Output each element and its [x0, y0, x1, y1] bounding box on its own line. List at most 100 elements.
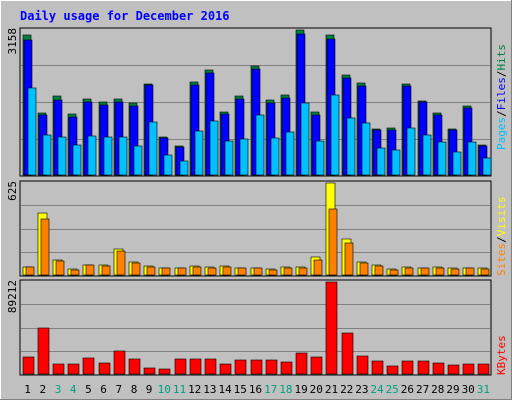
legend-text: Pages [495, 117, 508, 150]
legend-text: Hits [495, 44, 508, 71]
bar-pages-day-2 [42, 134, 52, 176]
legend-text: Files [495, 77, 508, 110]
legend-text: / [495, 236, 508, 243]
bar-kbytes-day-25 [386, 365, 399, 375]
bar-kbytes-day-3 [52, 363, 65, 375]
bar-pages-day-22 [346, 117, 356, 176]
bar-sites-day-6 [101, 265, 111, 276]
bar-pages-day-31 [482, 157, 492, 176]
bar-kbytes-day-12 [189, 358, 202, 375]
bar-pages-day-14 [224, 140, 234, 176]
bar-kbytes-day-9 [143, 367, 156, 375]
bar-sites-day-27 [420, 267, 430, 276]
x-tick-label: 15 [234, 383, 247, 396]
bar-sites-day-23 [359, 262, 369, 276]
bar-sites-day-10 [161, 267, 171, 276]
bar-sites-day-7 [116, 250, 126, 276]
bar-sites-day-26 [404, 267, 414, 276]
bar-sites-day-1 [25, 266, 35, 276]
x-tick-label: 19 [294, 383, 307, 396]
x-axis-labels: 1 2 3 4 5 6 7 8 9 10 11 12 13 14 15 16 17 18 19 20 21 22 23 24 2… [24, 383, 490, 396]
bar-sites-day-20 [313, 259, 323, 276]
x-tick-label: 28 [431, 383, 444, 396]
bar-pages-day-15 [239, 138, 249, 176]
bar-pages-day-1 [27, 87, 37, 176]
bar-sites-day-24 [374, 265, 384, 276]
bar-sites-day-28 [435, 267, 445, 276]
bar-pages-day-20 [315, 140, 325, 176]
bar-kbytes-day-29 [447, 364, 460, 375]
bar-sites-day-19 [298, 267, 308, 276]
bar-pages-day-11 [179, 160, 189, 176]
bar-sites-day-9 [146, 266, 156, 276]
x-tick-label: 13 [203, 383, 216, 396]
x-tick-label: 23 [355, 383, 368, 396]
bar-pages-day-25 [391, 149, 401, 176]
bar-kbytes-day-27 [417, 360, 430, 375]
legend-text: Visits [495, 197, 508, 237]
bar-pages-day-12 [194, 130, 204, 176]
bar-pages-day-9 [148, 121, 158, 176]
x-tick-label: 3 [55, 383, 62, 396]
bar-kbytes-day-7 [113, 350, 126, 375]
bar-sites-day-16 [253, 267, 263, 276]
bar-pages-day-13 [209, 120, 219, 176]
bar-kbytes-day-1 [22, 356, 35, 375]
bars [22, 29, 492, 375]
bar-pages-day-24 [376, 147, 386, 176]
bar-pages-day-27 [422, 134, 432, 176]
x-tick-label: 27 [416, 383, 429, 396]
bar-kbytes-day-14 [219, 363, 232, 375]
x-tick-label: 24 [370, 383, 384, 396]
bar-sites-day-15 [237, 267, 247, 276]
right-label-bottom: KBytes [495, 335, 508, 375]
bar-kbytes-day-15 [234, 359, 247, 375]
bar-kbytes-day-5 [82, 357, 95, 375]
x-tick-label: 14 [218, 383, 232, 396]
bar-pages-day-5 [87, 135, 97, 176]
x-tick-label: 17 [264, 383, 277, 396]
bar-sites-day-30 [465, 267, 475, 276]
bar-sites-day-4 [70, 269, 80, 276]
bar-sites-day-18 [283, 267, 293, 276]
x-tick-label: 16 [249, 383, 262, 396]
bar-pages-day-6 [103, 136, 113, 176]
bar-sites-day-2 [40, 218, 50, 276]
bar-kbytes-day-23 [356, 355, 369, 375]
right-label-middle: Sites/Visits [495, 197, 508, 277]
bar-kbytes-day-20 [310, 356, 323, 375]
x-tick-label: 11 [173, 383, 186, 396]
panel-middle-frame [19, 180, 492, 277]
x-tick-label: 29 [446, 383, 459, 396]
bar-sites-day-21 [328, 208, 338, 276]
legend-text: / [495, 110, 508, 117]
x-tick-label: 6 [100, 383, 107, 396]
x-tick-label: 5 [85, 383, 92, 396]
bar-sites-day-5 [85, 264, 95, 276]
bar-pages-day-29 [452, 151, 462, 176]
legend-text: / [495, 71, 508, 78]
middle-ymax-label: 625 [6, 181, 19, 201]
bar-kbytes-day-28 [432, 362, 445, 375]
bar-sites-day-25 [389, 269, 399, 276]
bar-kbytes-day-24 [371, 360, 384, 375]
legend-text: KBytes [495, 335, 508, 375]
bar-sites-day-12 [192, 266, 202, 276]
x-tick-label: 26 [401, 383, 414, 396]
bar-pages-day-17 [270, 137, 280, 176]
bar-sites-day-8 [131, 262, 141, 276]
bar-kbytes-day-11 [174, 358, 187, 375]
bar-sites-day-31 [480, 268, 490, 276]
bar-kbytes-day-6 [98, 362, 111, 375]
bar-sites-day-3 [55, 260, 65, 276]
x-tick-label: 1 [24, 383, 31, 396]
bar-kbytes-day-31 [477, 363, 490, 375]
bar-pages-day-16 [255, 114, 265, 176]
x-tick-label: 21 [325, 383, 338, 396]
x-tick-label: 18 [279, 383, 292, 396]
bar-sites-day-14 [222, 266, 232, 276]
x-tick-label: 2 [39, 383, 46, 396]
bar-kbytes-day-8 [128, 358, 141, 375]
x-tick-label: 8 [131, 383, 138, 396]
